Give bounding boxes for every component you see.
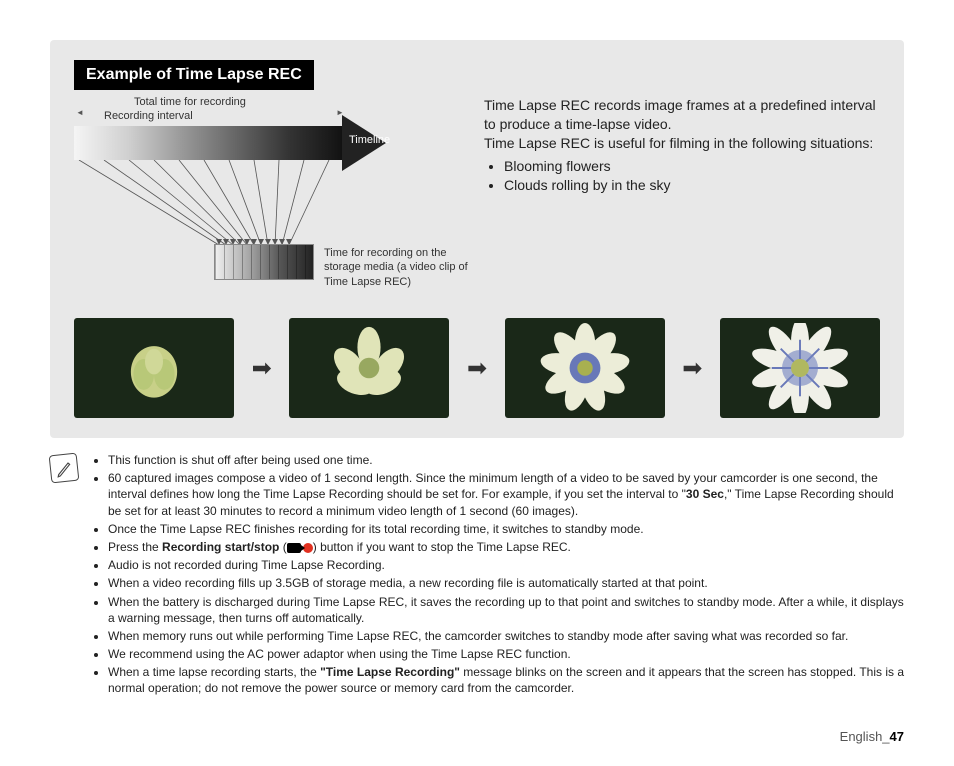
timeline-diagram: Total time for recording ◄ ► Recording i… (74, 96, 454, 296)
total-arrow-left: ◄ (76, 108, 84, 117)
note-item: Audio is not recorded during Time Lapse … (108, 557, 904, 573)
note-item: When a video recording fills up 3.5GB of… (108, 575, 904, 591)
note-item: Once the Time Lapse REC finishes recordi… (108, 521, 904, 537)
note-item: We recommend using the AC power adaptor … (108, 646, 904, 662)
intro-bullet: Blooming flowers (504, 157, 880, 176)
label-total-time: Total time for recording (134, 96, 246, 108)
note-icon (49, 453, 80, 484)
note-item: When memory runs out while performing Ti… (108, 628, 904, 644)
note-item: When the battery is discharged during Ti… (108, 594, 904, 626)
sequence-arrow-icon: ➡ (252, 354, 272, 383)
note-item: When a time lapse recording starts, the … (108, 664, 904, 696)
example-panel: Example of Time Lapse REC Total time for… (50, 40, 904, 438)
intro-paragraph-1: Time Lapse REC records image frames at a… (484, 96, 880, 134)
recording-startstop-icon (287, 543, 313, 553)
flower-thumb-1 (74, 318, 234, 418)
footer-lang: English (840, 729, 883, 744)
intro-text: Time Lapse REC records image frames at a… (484, 96, 880, 296)
intro-paragraph-2: Time Lapse REC is useful for filming in … (484, 134, 880, 153)
flower-thumb-2 (289, 318, 449, 418)
intro-bullet: Clouds rolling by in the sky (504, 176, 880, 195)
note-item: This function is shut off after being us… (108, 452, 904, 468)
section-header: Example of Time Lapse REC (74, 60, 314, 90)
flower-thumb-3 (505, 318, 665, 418)
page-footer: English_47 (840, 729, 904, 744)
note-item: Press the Recording start/stop () button… (108, 539, 904, 555)
note-item: 60 captured images compose a video of 1 … (108, 470, 904, 519)
label-recording-interval: Recording interval (104, 110, 193, 122)
notes-list: This function is shut off after being us… (90, 452, 904, 699)
clip-label: Time for recording on the storage media … (324, 246, 474, 289)
converge-lines (74, 160, 344, 250)
sequence-arrow-icon: ➡ (467, 354, 487, 383)
timeline-label: Timeline (349, 134, 390, 146)
video-clip-bar (214, 244, 314, 280)
flower-sequence: ➡ ➡ (74, 318, 880, 418)
flower-thumb-4 (720, 318, 880, 418)
sequence-arrow-icon: ➡ (682, 354, 702, 383)
footer-page: 47 (890, 729, 904, 744)
